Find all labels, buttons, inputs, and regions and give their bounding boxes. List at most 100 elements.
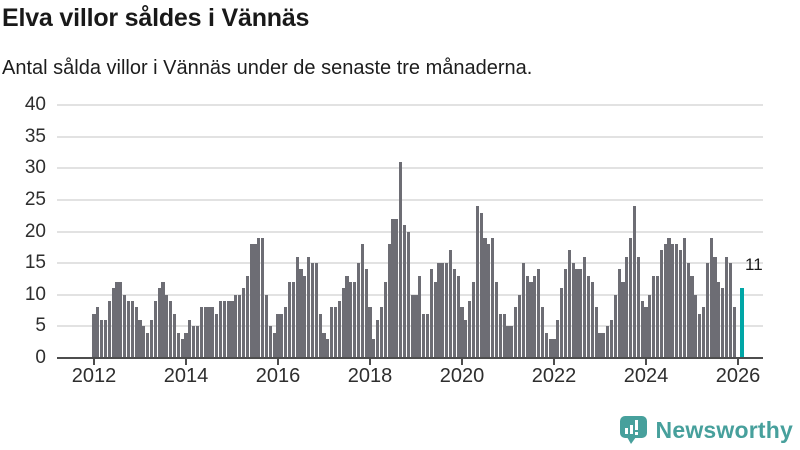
bar	[521, 263, 525, 358]
bar	[721, 288, 725, 358]
bar	[606, 326, 610, 358]
bar	[199, 307, 203, 358]
bar	[218, 301, 223, 358]
bar	[632, 206, 637, 358]
y-axis-label-0: 0	[35, 347, 46, 368]
bar	[399, 161, 403, 358]
bar	[123, 294, 127, 358]
bar	[234, 294, 238, 358]
bar	[598, 332, 602, 358]
bar	[111, 288, 115, 358]
bar	[307, 256, 311, 358]
bar	[284, 307, 288, 358]
bar	[494, 282, 499, 358]
bar	[590, 282, 594, 358]
bar	[287, 282, 292, 358]
bar	[429, 269, 433, 358]
bar	[667, 237, 671, 358]
bar	[333, 307, 338, 358]
bar	[675, 244, 679, 358]
bar	[698, 313, 702, 358]
bar	[92, 313, 96, 358]
bar	[464, 320, 468, 358]
bar	[540, 307, 545, 358]
bar	[732, 307, 736, 358]
bar	[337, 301, 341, 358]
bar	[100, 320, 104, 358]
bar	[636, 256, 640, 358]
x-axis-label-2018: 2018	[347, 365, 393, 387]
bar	[713, 256, 717, 358]
bar	[705, 263, 709, 358]
bar	[130, 301, 134, 358]
bar	[514, 307, 518, 358]
bar	[322, 332, 326, 358]
bar	[310, 263, 315, 358]
bar	[395, 218, 399, 358]
bar	[372, 339, 376, 358]
gridline-y-20	[57, 230, 763, 233]
x-tick-2014	[185, 359, 187, 365]
bar	[146, 332, 150, 358]
bar	[456, 275, 460, 358]
bar	[356, 263, 361, 358]
bar	[602, 332, 606, 358]
bar	[544, 332, 548, 358]
bar	[383, 282, 387, 358]
highlight-bar	[740, 288, 744, 358]
bar	[264, 294, 269, 358]
x-axis-label-2022: 2022	[531, 365, 577, 387]
y-axis-label-20: 20	[24, 220, 46, 242]
x-axis-label-2016: 2016	[255, 365, 301, 387]
bar	[418, 275, 422, 358]
bar	[621, 282, 625, 358]
logo-chart-bar	[629, 425, 633, 434]
bar	[583, 256, 587, 358]
bar	[410, 294, 414, 358]
bar	[483, 237, 487, 358]
bar	[671, 244, 675, 358]
bar	[425, 313, 430, 358]
bar	[379, 307, 384, 358]
bar	[203, 307, 207, 358]
bar	[560, 288, 564, 358]
bar	[241, 288, 246, 358]
y-axis-label-5: 5	[35, 315, 46, 337]
x-tick-2022	[553, 359, 555, 365]
bar	[207, 307, 211, 358]
gridline-y-30	[57, 167, 763, 170]
bar	[402, 225, 407, 358]
bar	[529, 282, 533, 358]
bar	[510, 326, 514, 358]
bar	[422, 313, 426, 358]
x-tick-2018	[369, 359, 371, 365]
gridline-y-40	[57, 104, 763, 106]
bar	[506, 326, 510, 358]
bar	[433, 282, 437, 358]
bar	[126, 301, 131, 358]
bar	[360, 244, 364, 358]
bar	[487, 244, 491, 358]
bar	[728, 263, 732, 358]
bar	[659, 250, 663, 358]
bar	[663, 244, 667, 358]
bar	[96, 307, 100, 358]
bar	[567, 250, 571, 358]
bar	[192, 326, 196, 358]
bar	[640, 301, 644, 358]
bar	[468, 301, 472, 358]
bar	[437, 263, 441, 358]
x-axis-label-2026: 2026	[715, 365, 761, 387]
bar	[387, 244, 391, 358]
logo-exclamation-stroke	[634, 420, 638, 430]
logo-bubble-shape	[619, 416, 647, 438]
bar	[491, 237, 495, 358]
bar	[195, 326, 200, 358]
bar	[268, 326, 272, 358]
bar	[617, 269, 621, 358]
bar	[161, 282, 165, 358]
bar	[276, 313, 280, 358]
bar	[709, 237, 713, 358]
bar	[318, 313, 322, 358]
